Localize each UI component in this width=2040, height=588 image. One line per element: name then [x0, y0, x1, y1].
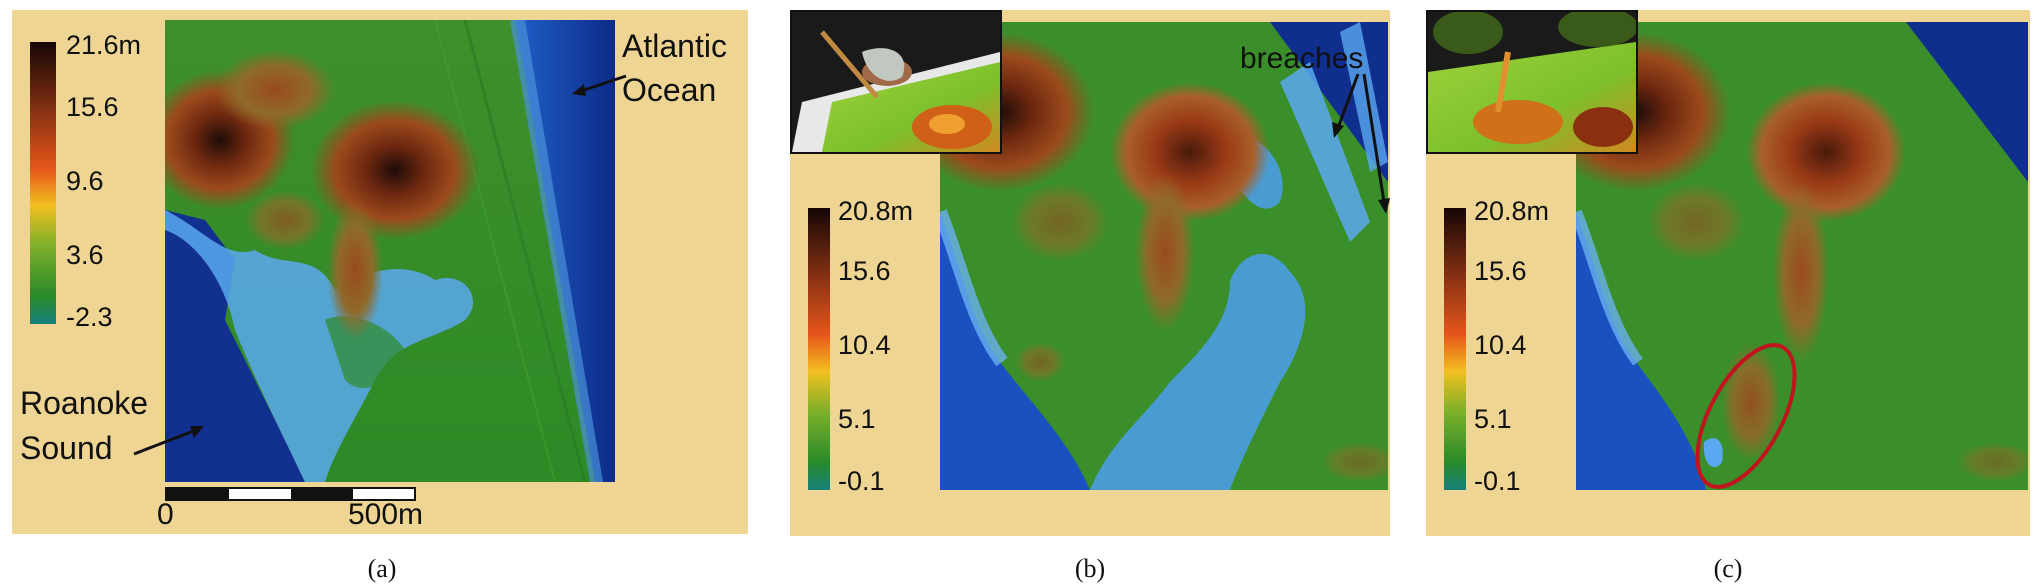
- caption-a: (a): [367, 554, 397, 583]
- terrain-map-c: [1576, 22, 2028, 490]
- scale-start-label: 0: [157, 498, 174, 531]
- colorbar-c-tick-5: -0.1: [1474, 466, 1521, 496]
- highlight-ellipse: [1695, 343, 1797, 489]
- breaches-label: breaches: [1240, 42, 1364, 75]
- breaches-arrows: [1332, 73, 1390, 214]
- colorbar-c: [1444, 208, 1466, 490]
- colorbar-c-tick-1: 20.8m: [1474, 196, 1550, 226]
- colorbar-c-tick-2: 15.6: [1474, 256, 1527, 286]
- colorbar-b-tick-4: 5.1: [838, 404, 876, 434]
- caption-c: (c): [1713, 554, 1743, 583]
- scale-bar: [165, 487, 416, 501]
- scale-end-label: 500m: [348, 498, 424, 531]
- colorbar-b: [808, 208, 830, 490]
- colorbar-a-tick-2: 15.6: [66, 92, 119, 122]
- sound-label-line-2: Sound: [20, 430, 113, 466]
- colorbar-b-tick-2: 15.6: [838, 256, 891, 286]
- ocean-label-line-1: Atlantic: [622, 28, 727, 64]
- colorbar-c-tick-3: 10.4: [1474, 330, 1527, 360]
- inset-photo-c: [1426, 10, 1638, 154]
- caption-b: (b): [1074, 554, 1106, 583]
- ocean-arrow: [572, 74, 627, 96]
- colorbar-a-tick-4: 3.6: [66, 240, 104, 270]
- colorbar-b-tick-5: -0.1: [838, 466, 885, 496]
- colorbar-a-tick-5: -2.3: [66, 302, 113, 332]
- colorbar-a-tick-1: 21.6m: [66, 30, 142, 60]
- terrain-map-b: [940, 22, 1388, 490]
- colorbar-b-tick-3: 10.4: [838, 330, 891, 360]
- terrain-map-a: [165, 20, 615, 482]
- sound-label-line-1: Roanoke: [20, 385, 149, 421]
- inset-photo-b: [790, 10, 1002, 154]
- colorbar-b-tick-1: 20.8m: [838, 196, 914, 226]
- colorbar-a: [30, 42, 56, 324]
- sound-arrow: [133, 426, 204, 456]
- colorbar-c-tick-4: 5.1: [1474, 404, 1512, 434]
- ocean-label-line-2: Ocean: [622, 72, 717, 108]
- colorbar-a-tick-3: 9.6: [66, 166, 104, 196]
